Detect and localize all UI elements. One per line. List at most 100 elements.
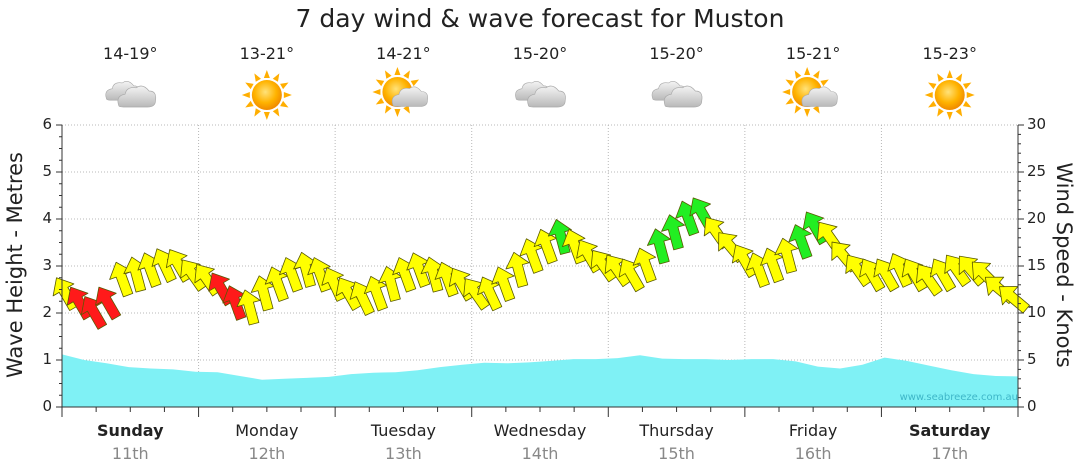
sun-ray [263, 70, 270, 78]
sun-ray [280, 82, 289, 90]
wind-arrow-shape [95, 286, 122, 321]
wind-arrow-shape [491, 266, 516, 302]
sun-ray [263, 112, 270, 120]
sun-disc [934, 80, 965, 110]
wind-arrow-shape [760, 247, 785, 284]
date-label: 17th [931, 444, 969, 463]
chart-title: 7 day wind & wave forecast for Muston [295, 4, 785, 33]
sun-ray [813, 105, 820, 114]
sun-ray [804, 67, 811, 75]
temperature-range: 13-21° [239, 44, 295, 63]
left-tick-label: 6 [42, 115, 52, 133]
wind-arrow [618, 258, 645, 293]
wind-arrow [236, 289, 261, 326]
wind-arrow-shape [647, 228, 671, 265]
left-tick-label: 3 [42, 256, 52, 274]
wind-arrow-shape [81, 296, 108, 330]
day-label: Friday [788, 421, 838, 440]
day-label: Wednesday [493, 421, 587, 440]
sunny-icon [241, 70, 292, 120]
sun-ray [955, 108, 963, 117]
left-tick-label: 0 [42, 397, 52, 415]
cloudy-icon [515, 81, 566, 108]
y-axis-right-label: Wind Speed - Knots [1052, 162, 1076, 368]
wind-arrow-shape [477, 276, 503, 312]
cloud-shape [527, 85, 566, 108]
sun-ray [946, 70, 953, 78]
sun-ray [410, 79, 420, 87]
sun-ray [241, 92, 250, 98]
watermark: www.seabreeze.com.au [899, 392, 1018, 403]
sun-ray [928, 82, 937, 90]
day-label: Sunday [97, 421, 164, 440]
sun-ray [272, 73, 280, 82]
sun-ray [804, 109, 811, 117]
sun-ray [813, 70, 820, 79]
sun-ray [384, 70, 392, 79]
wind-arrow [95, 286, 122, 321]
wind-arrow [505, 251, 530, 288]
sun-ray [785, 79, 794, 87]
wind-arrow [999, 286, 1030, 314]
right-tick-label: 20 [1027, 209, 1047, 227]
left-tick-label: 5 [42, 162, 52, 180]
right-tick-label: 15 [1027, 256, 1047, 274]
date-label: 13th [385, 444, 422, 463]
wind-arrow [788, 224, 813, 260]
wind-arrow [647, 228, 671, 265]
left-tick-label: 2 [42, 303, 52, 321]
day-label: Thursday [639, 421, 714, 440]
sun-ray [924, 92, 933, 98]
wind-arrow [519, 238, 544, 274]
cloud-shape [117, 85, 157, 108]
partly-cloudy-icon [372, 67, 428, 117]
right-tick-label: 30 [1027, 115, 1047, 133]
right-tick-label: 10 [1027, 303, 1047, 321]
wind-arrow [81, 296, 108, 330]
date-label: 16th [794, 444, 832, 463]
day-label: Tuesday [370, 421, 436, 440]
day-label: Monday [235, 421, 299, 440]
wind-arrow-shape [264, 266, 289, 302]
wind-arrow [760, 247, 785, 284]
temperature-range: 15-20° [512, 44, 568, 63]
right-tick-label: 5 [1027, 350, 1037, 368]
temperature-range: 15-20° [649, 44, 704, 63]
sunny-icon [924, 70, 975, 120]
left-tick-label: 1 [42, 350, 52, 368]
wind-arrow-shape [533, 228, 558, 265]
cloudy-icon [105, 81, 157, 108]
sun-ray [782, 89, 791, 95]
sun-ray [966, 92, 975, 98]
wind-arrow-shape [661, 214, 686, 251]
date-label: 14th [521, 444, 559, 463]
sun-ray [394, 67, 401, 75]
temperature-range: 14-21° [376, 44, 431, 63]
left-tick-label: 4 [42, 209, 52, 227]
sun-ray [928, 100, 937, 108]
wind-arrow-shape [236, 289, 261, 326]
sun-ray [245, 82, 254, 90]
wind-arrow-shape [618, 258, 645, 293]
cloud-shape [801, 86, 838, 107]
sun-ray [375, 79, 385, 87]
sun-ray [962, 82, 972, 90]
wind-arrow [774, 237, 799, 274]
wind-arrow-shape [774, 237, 799, 274]
cloud-shape [663, 85, 703, 108]
sun-ray [394, 109, 401, 117]
date-label: 15th [658, 444, 695, 463]
wind-arrow [958, 255, 987, 287]
wind-arrow [491, 266, 516, 302]
sun-ray [280, 100, 289, 108]
wind-arrow-shape [632, 247, 657, 284]
sun-ray [254, 108, 261, 117]
temperature-range: 15-21° [785, 44, 841, 63]
sun-ray [403, 70, 410, 79]
wind-series [52, 197, 1030, 330]
sun-ray [794, 70, 802, 79]
wind-arrow-shape [999, 286, 1030, 314]
axes [56, 124, 1024, 417]
sun-ray [937, 108, 944, 117]
wind-arrow [661, 214, 686, 251]
